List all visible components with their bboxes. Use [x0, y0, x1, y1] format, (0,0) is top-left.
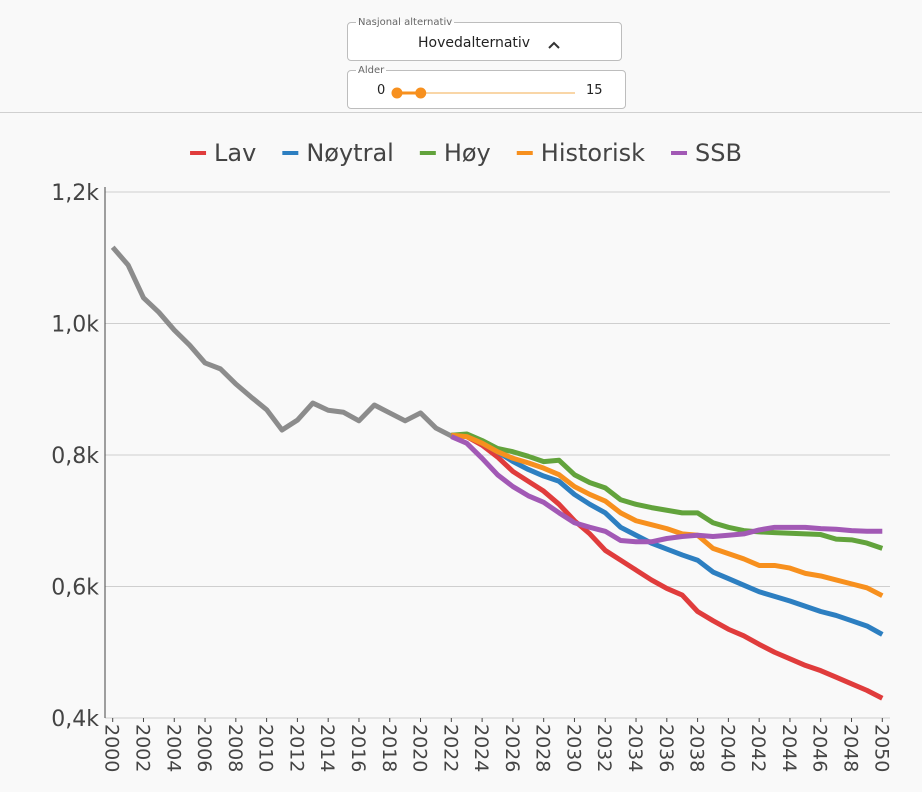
slider-label: Alder — [358, 65, 385, 76]
slider[interactable]: Alder 0 15 — [347, 65, 626, 109]
chart: 0,4k 0,6k 0,8k 1,0k 1,2k 2000 2002 2004 2006 2008… — [51, 139, 892, 772]
x-tick-label: 2006 — [193, 724, 215, 772]
dropdown[interactable]: Nasjonal alternativ Hovedalternativ — [347, 17, 622, 61]
slider-handle[interactable] — [391, 87, 403, 99]
x-tick-label: 2008 — [224, 724, 246, 772]
x-tick-label: 2028 — [532, 724, 554, 772]
x-tick-label: 2046 — [809, 724, 831, 772]
x-tick-label: 2044 — [778, 724, 800, 772]
x-tick-label: 2034 — [624, 724, 646, 772]
x-tick-label: 2000 — [101, 724, 123, 772]
y-tick-label: 0,8k — [51, 444, 99, 469]
x-tick-label: 2026 — [501, 724, 523, 772]
x-tick-label: 2004 — [162, 724, 184, 772]
line-series — [451, 431, 884, 551]
chevron-up — [548, 41, 560, 49]
slider-min: 0 — [377, 83, 386, 98]
legend-label: Historisk — [541, 139, 645, 167]
line-series — [451, 432, 884, 598]
line-series — [451, 432, 884, 701]
y-tick-label: 1,2k — [51, 181, 99, 206]
x-tick-label: 2022 — [439, 724, 461, 772]
x-tick-label: 2040 — [716, 724, 738, 772]
legend-label: Nøytral — [306, 139, 394, 167]
x-tick-label: 2002 — [131, 724, 153, 772]
legend-label: SSB — [695, 139, 742, 167]
legend-label: Høy — [444, 139, 491, 167]
y-tick-label: 0,4k — [51, 707, 99, 732]
line-series — [450, 434, 883, 545]
slider-handle[interactable] — [415, 87, 427, 99]
x-tick-label: 2038 — [686, 724, 708, 772]
legend: Lav Nøytral Høy Historisk SSB — [190, 139, 742, 167]
x-tick-label: 2014 — [316, 724, 338, 772]
x-tick-label: 2050 — [870, 724, 892, 772]
dropdown-label: Nasjonal alternativ — [358, 17, 453, 28]
x-tick-label: 2020 — [409, 724, 431, 772]
x-tick-label: 2018 — [378, 724, 400, 772]
line-series — [110, 245, 467, 439]
x-tick-label: 2030 — [562, 724, 584, 772]
line-series — [451, 432, 884, 637]
dropdown-value: Hovedalternativ — [418, 35, 531, 51]
x-tick-label: 2036 — [655, 724, 677, 772]
x-tick-label: 2024 — [470, 724, 492, 772]
legend-label: Lav — [214, 139, 256, 167]
slider-max: 15 — [586, 83, 603, 98]
y-tick-label: 0,6k — [51, 576, 99, 601]
x-tick-label: 2012 — [285, 724, 307, 772]
controls-panel: Nasjonal alternativ Hovedalternativ Alde… — [0, 0, 922, 113]
x-tick-label: 2048 — [840, 724, 862, 772]
x-tick-label: 2016 — [347, 724, 369, 772]
x-tick-label: 2042 — [747, 724, 769, 772]
x-tick-label: 2032 — [593, 724, 615, 772]
x-tick-label: 2010 — [255, 724, 277, 772]
slider-track-area — [391, 87, 575, 99]
y-tick-label: 1,0k — [51, 313, 99, 338]
